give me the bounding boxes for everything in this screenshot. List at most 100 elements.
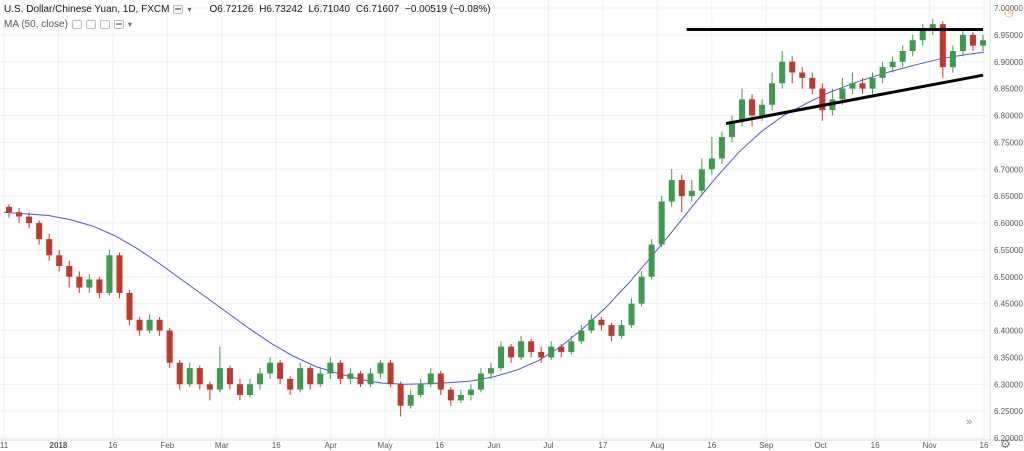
candle-body — [126, 292, 133, 320]
candle — [327, 357, 334, 379]
candle-body — [246, 384, 254, 395]
candle-body — [638, 276, 645, 304]
candle — [226, 365, 233, 390]
candle-body — [96, 279, 103, 293]
candle-body — [698, 169, 705, 191]
candle-body — [959, 34, 966, 51]
price-tick-label: 6.95000 — [994, 31, 1023, 40]
candle — [678, 174, 685, 213]
settings-pill-icon[interactable] — [85, 20, 96, 29]
candle-body — [297, 368, 304, 390]
candle-body — [498, 346, 505, 369]
candle-body — [347, 373, 354, 379]
candle-body — [929, 24, 936, 30]
candle — [598, 317, 605, 331]
candle — [949, 45, 956, 73]
candle-body — [919, 29, 926, 41]
price-tick-label: 6.25000 — [994, 407, 1023, 416]
candle-body — [116, 255, 123, 293]
close-icon[interactable] — [99, 20, 110, 29]
candle-body — [196, 368, 203, 385]
price-tick-label: 6.50000 — [994, 273, 1023, 282]
candle — [538, 346, 545, 363]
candle — [417, 378, 424, 398]
more-options-icon[interactable] — [173, 5, 184, 14]
candle-body — [708, 158, 715, 170]
candle-body — [437, 373, 444, 390]
candle — [859, 77, 866, 94]
candle-body — [769, 83, 776, 105]
time-tick-label: 16 — [435, 441, 444, 450]
ohlc-values: O6.72126 H6.73242 L6.71040 C6.71607 −0.0… — [209, 4, 493, 15]
candle — [46, 233, 53, 261]
candle — [257, 368, 264, 390]
time-tick-label: 16 — [108, 441, 117, 450]
candle — [317, 368, 324, 387]
candle-body — [578, 330, 585, 342]
candle — [26, 212, 33, 229]
time-tick-label: Oct — [814, 441, 827, 450]
candle — [819, 83, 826, 121]
candle — [749, 94, 756, 127]
time-tick-label: Apr — [324, 441, 337, 450]
more-options-icon[interactable] — [113, 20, 124, 29]
time-tick-label: 17 — [598, 441, 607, 450]
candle — [638, 271, 645, 307]
candle-body — [618, 325, 625, 336]
candle — [809, 72, 816, 94]
candle-body — [969, 34, 976, 46]
alert-clock-icon[interactable]: ◷ — [1004, 7, 1014, 19]
candle-body — [447, 389, 454, 401]
candle — [86, 274, 93, 293]
chevron-down-icon[interactable]: ▾ — [127, 20, 132, 29]
candle-body — [56, 255, 63, 266]
candle — [618, 319, 625, 339]
candle-body — [849, 83, 856, 89]
chevron-double-right-icon[interactable]: » — [966, 416, 973, 428]
time-tick-label: 16 — [980, 441, 989, 450]
candle — [608, 322, 615, 342]
candle — [879, 61, 886, 84]
candle — [698, 158, 705, 197]
price-tick-label: 7.00000 — [994, 4, 1023, 13]
candle — [307, 365, 314, 390]
candle — [799, 67, 806, 89]
candle-body — [548, 346, 555, 358]
candle-body — [628, 303, 635, 326]
price-tick-label: 6.70000 — [994, 165, 1023, 174]
candle-body — [457, 395, 464, 401]
candle-body — [6, 206, 13, 213]
candle — [36, 220, 43, 245]
candle — [568, 335, 575, 355]
candle — [498, 341, 505, 371]
candle — [779, 51, 786, 89]
indicator-title[interactable]: MA (50, close) — [4, 19, 68, 30]
time-tick-label: Jun — [488, 441, 501, 450]
candle-body — [36, 223, 43, 240]
candle — [909, 34, 916, 57]
candle — [337, 360, 344, 385]
low-value: L6.71040 — [308, 4, 351, 15]
candle — [969, 32, 976, 51]
candle-body — [267, 362, 274, 374]
chevron-down-icon[interactable]: ▾ — [187, 5, 192, 14]
candle-body — [728, 120, 735, 137]
candle — [477, 368, 484, 393]
candle-body — [407, 395, 414, 406]
gear-icon[interactable]: ⚙ — [1000, 437, 1011, 451]
trendlines — [686, 28, 984, 126]
candle — [467, 384, 474, 401]
candle — [789, 56, 796, 84]
candle — [347, 368, 354, 385]
visibility-icon[interactable] — [71, 20, 82, 29]
price-tick-label: 6.85000 — [994, 85, 1023, 94]
candle — [196, 365, 203, 390]
candle-body — [749, 99, 756, 116]
price-axis[interactable]: 7.00000 6.95000 6.90000 6.85000 6.80000 6.750… — [994, 4, 1023, 443]
symbol-title[interactable]: U.S. Dollar/Chinese Yuan, 1D, FXCM — [4, 4, 170, 15]
time-axis[interactable]: 11 2018 16 Feb Mar 16 Apr May 16 Jun Jul 17 Aug 16 Sep… — [0, 441, 989, 450]
chart-grid — [0, 0, 988, 439]
candle — [6, 204, 13, 218]
candle-body — [146, 319, 153, 331]
